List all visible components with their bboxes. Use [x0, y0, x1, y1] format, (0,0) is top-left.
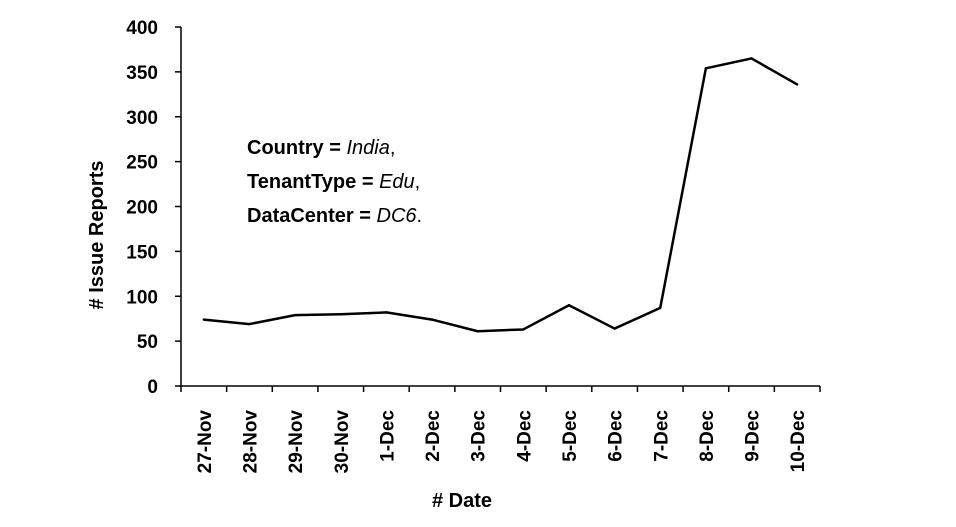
y-tick-label: 100 [126, 287, 158, 308]
y-tick-label: 0 [147, 377, 158, 398]
data-point [202, 318, 206, 321]
annotation-value: Edu [379, 171, 415, 193]
x-tick-label: 1-Dec [377, 410, 398, 462]
data-point [659, 306, 662, 310]
x-tick-label: 10-Dec [788, 410, 809, 473]
y-tick-label: 400 [126, 18, 158, 39]
x-tick-label: 7-Dec [651, 410, 672, 462]
annotation-punct: . [417, 205, 423, 227]
y-tick-label: 250 [126, 153, 158, 174]
annotation-punct: , [415, 171, 421, 193]
data-point [476, 330, 479, 333]
annotation-key: DataCenter = [247, 205, 377, 227]
x-tick-label: 27-Nov [195, 410, 216, 474]
data-point [704, 67, 708, 70]
annotation-line: Country = India, [247, 137, 395, 159]
x-tick-label: 2-Dec [423, 410, 444, 462]
annotation-line: TenantType = Edu, [247, 171, 420, 193]
annotation-line: DataCenter = DC6. [247, 205, 422, 227]
data-point [293, 313, 297, 317]
x-tick-label: 30-Nov [332, 410, 353, 474]
annotation-value: DC6 [377, 205, 418, 227]
x-tick-label: 8-Dec [697, 410, 718, 462]
y-tick-label: 350 [126, 63, 158, 84]
y-tick-label: 150 [126, 242, 158, 263]
y-axis-title: # Issue Reports [86, 161, 108, 310]
x-tick-label: 4-Dec [514, 410, 535, 462]
x-tick-label: 29-Nov [286, 410, 307, 474]
data-point [795, 83, 799, 86]
data-point [339, 313, 342, 316]
y-tick-label: 300 [126, 108, 158, 129]
x-tick-label: 28-Nov [240, 410, 261, 474]
filter-annotation: Country = India,TenantType = Edu,DataCen… [247, 137, 422, 227]
y-tick-label: 50 [137, 332, 158, 353]
data-point [385, 311, 388, 314]
series-line [203, 57, 798, 333]
x-tick-label: 3-Dec [469, 410, 490, 462]
y-axis: 0 50 100 150 200 250 300 350 400 [126, 18, 182, 398]
data-point [750, 57, 753, 60]
data-point [567, 304, 571, 307]
x-axis: 27-Nov 28-Nov 29-Nov 30-Nov 1-Dec 2-Dec 3-Dec 4… [180, 385, 821, 474]
annotation-key: Country = [247, 137, 346, 159]
annotation-key: TenantType = [247, 171, 379, 193]
data-point [613, 327, 616, 330]
y-tick-label: 200 [126, 198, 158, 219]
data-point [522, 328, 525, 331]
x-tick-label: 6-Dec [606, 410, 627, 462]
data-point [248, 322, 251, 326]
x-tick-label: 9-Dec [743, 410, 764, 462]
x-axis-title: # Date [432, 490, 492, 512]
x-tick-label: 5-Dec [560, 410, 581, 462]
data-point [430, 318, 434, 321]
series-line-group [202, 57, 799, 333]
annotation-punct: , [390, 137, 396, 159]
annotation-value: India [346, 137, 389, 159]
